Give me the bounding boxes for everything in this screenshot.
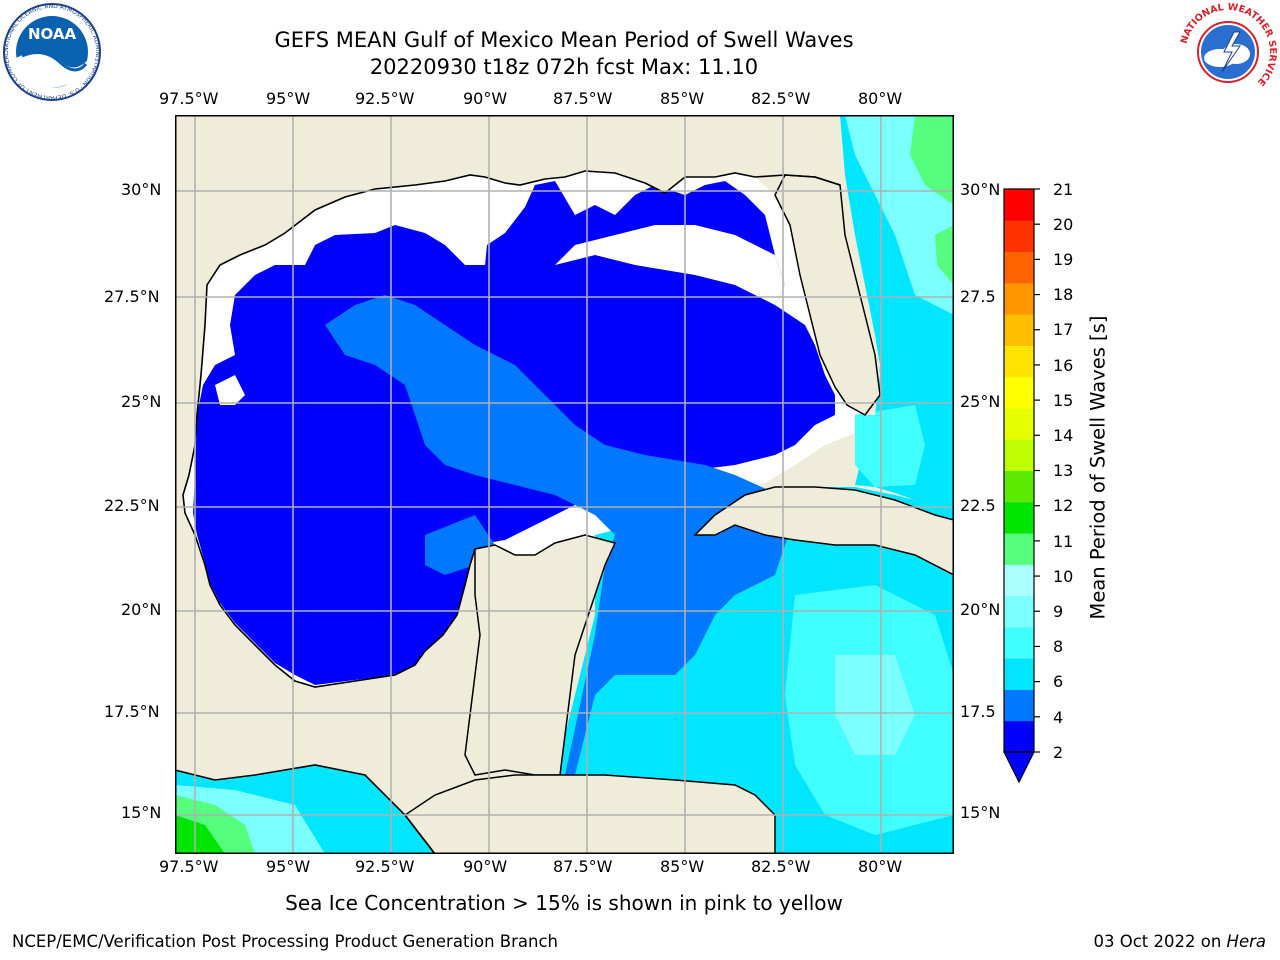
colorbar-tick: 10 [1053,567,1074,586]
colorbar-segment [1004,189,1034,221]
map-frame [175,115,954,854]
lon-tick-bottom: 97.5°W [159,857,219,876]
lon-tick-top: 95°W [266,89,311,108]
lat-tick-right: 22.5 [960,496,996,515]
colorbar-segment [1004,314,1034,346]
lon-tick-bottom: 87.5°W [553,857,613,876]
colorbar-tick: 14 [1053,426,1074,445]
lon-tick-bottom: 90°W [463,857,508,876]
pacific-10s [175,815,225,854]
colorbar-label: Mean Period of Swell Waves [s] [1086,315,1110,620]
colorbar-extend-arrow [1003,751,1035,784]
footer-host: Hera [1226,932,1266,951]
lon-tick-top: 97.5°W [159,89,219,108]
lat-tick-right: 20°N [960,600,1001,619]
lon-tick-top: 87.5°W [553,89,613,108]
lon-tick-top: 82.5°W [751,89,811,108]
colorbar-tick: 12 [1053,496,1074,515]
swell-8s-area-2 [835,655,915,755]
graticule [175,115,954,854]
colorbar-tick: 21 [1053,180,1074,199]
colorbar [1003,188,1040,784]
noaa-logo: NATIONAL OCEANIC AND ATMOSPHERIC ADMINIS… [0,0,102,102]
colorbar-segment [1004,658,1034,690]
lat-tick-left: 25°N [121,392,162,411]
map-subtitle: 20220930 t18z 072h fcst Max: 11.10 [369,55,759,79]
colorbar-tick: 8 [1053,637,1064,656]
lon-tick-bottom: 85°W [660,857,705,876]
lat-tick-left: 27.5°N [104,287,160,306]
colorbar-tick: 4 [1053,708,1064,727]
lat-tick-left: 22.5°N [104,496,160,515]
colorbar-segment [1004,282,1034,315]
colorbar-tick: 13 [1053,461,1074,480]
colorbar-tick: 6 [1053,672,1064,691]
lon-tick-top: 90°W [463,89,508,108]
colorbar-segment [1004,720,1034,753]
swell-6s-area [855,405,925,487]
lon-tick-top: 80°W [858,89,903,108]
lat-tick-right: 30°N [960,180,1001,199]
nws-logo: NATIONAL WEATHER SERVICE [1178,2,1278,102]
colorbar-tick: 2 [1053,743,1064,762]
colorbar-tick: 9 [1053,602,1064,621]
colorbar-segment [1004,689,1034,722]
noaa-logo-text: NOAA [28,25,77,43]
colorbar-tick: 15 [1053,391,1074,410]
nodata-hole [555,225,785,305]
florida-land [774,174,881,416]
lon-tick-top: 85°W [660,89,705,108]
cuba-land [693,486,954,576]
footer-date: 03 Oct 2022 on Hera [1093,932,1266,951]
colorbar-segment [1004,407,1034,440]
lat-tick-left: 20°N [121,600,162,619]
colorbar-segment [1004,439,1034,471]
lon-tick-top: 92.5°W [355,89,415,108]
lat-tick-left: 30°N [121,180,162,199]
colorbar-segment [1004,501,1034,534]
footer-date-text: 03 Oct 2022 on [1093,932,1227,951]
gulf-coastline [182,170,841,688]
footer-credit: NCEP/EMC/Verification Post Processing Pr… [12,932,558,951]
colorbar-tick: 17 [1053,320,1074,339]
lon-tick-bottom: 95°W [266,857,311,876]
colorbar-segment [1004,533,1034,565]
lat-tick-right: 27.5 [960,287,996,306]
lat-tick-right: 25°N [960,392,1001,411]
yucatan-land [464,534,617,776]
colorbar-segment [1004,626,1034,659]
lat-tick-left: 15°N [121,803,162,822]
colorbar-tick: 20 [1053,215,1074,234]
nodata-hole-2 [275,201,395,255]
swell-9s-area-2 [935,225,954,285]
colorbar-tick: 19 [1053,250,1074,269]
lon-tick-bottom: 80°W [858,857,903,876]
colorbar-segment [1004,564,1034,597]
colorbar-tick: 18 [1053,285,1074,304]
colorbar-tick: 16 [1053,356,1074,375]
nodata-hole-3 [215,375,245,405]
colorbar-segment [1004,595,1034,628]
swell-4s-area [325,295,795,775]
lon-tick-bottom: 82.5°W [751,857,811,876]
colorbar-segment [1004,376,1034,409]
map-title: GEFS MEAN Gulf of Mexico Mean Period of … [274,28,854,52]
lat-tick-right: 15°N [960,803,1001,822]
colorbar-segment [1004,470,1034,503]
swell-9s-area [910,115,954,205]
lon-tick-bottom: 92.5°W [355,857,415,876]
colorbar-segment [1004,251,1034,284]
colorbar-segment [1004,220,1034,253]
sea-ice-caption: Sea Ice Concentration > 15% is shown in … [285,891,843,915]
colorbar-segment [1004,345,1034,378]
lat-tick-left: 17.5°N [104,702,160,721]
map-panel [175,115,954,854]
colorbar-tick: 11 [1053,532,1074,551]
lat-tick-right: 17.5 [960,702,996,721]
